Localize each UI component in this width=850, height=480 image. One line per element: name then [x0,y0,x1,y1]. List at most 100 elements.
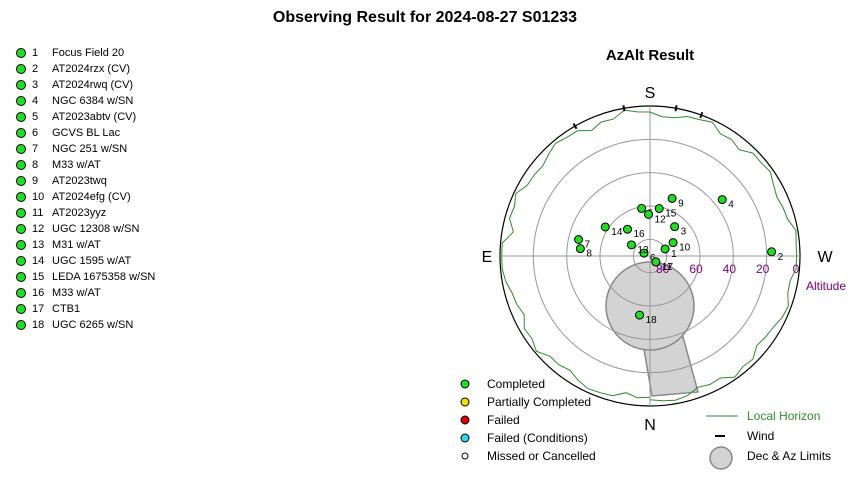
chart-title: AzAlt Result [606,47,694,64]
direction-label-top: S [645,85,656,102]
target-point [651,257,661,267]
target-list: 1 Focus Field 20 2 AT2024rzx (CV) 3 AT2024rwq… [16,45,155,333]
target-name: M33 w/AT [52,159,101,171]
target-point-label: 10 [679,243,691,254]
status-dot-icon [16,128,26,138]
target-number: 1 [32,47,39,59]
target-name: CTB1 [52,303,81,315]
target-name: GCVS BL Lac [52,127,121,139]
legend-swatch-icon [460,433,470,443]
limits-swatch-icon [709,446,733,470]
status-dot-icon [16,112,26,122]
target-list-item: 2 AT2024rzx (CV) [16,61,155,77]
target-point [644,209,654,219]
target-point-label: 12 [655,214,667,225]
status-dot-icon [16,224,26,234]
altitude-tick-label: 40 [723,262,737,276]
target-name: AT2024rwq (CV) [52,79,134,91]
status-dot-icon [16,208,26,218]
target-point-label: 1 [671,249,677,260]
target-number: 5 [32,111,39,123]
target-name: Focus Field 20 [52,47,125,59]
target-point [717,195,727,205]
target-name: UGC 12308 w/SN [52,223,140,235]
wind-tick [699,111,704,119]
target-name: M31 w/AT [52,239,101,251]
target-point-label: 17 [662,262,674,273]
target-number: 11 [32,207,44,219]
target-list-item: 12 UGC 12308 w/SN [16,221,155,237]
target-name: NGC 6384 w/SN [52,95,134,107]
target-number: 12 [32,223,45,235]
target-name: M33 w/AT [52,287,101,299]
target-list-item: 5 AT2023abtv (CV) [16,109,155,125]
status-dot-icon [16,240,26,250]
target-number: 10 [32,191,45,203]
target-name: AT2023twq [52,175,107,187]
target-number: 6 [32,127,39,139]
altitude-tick-label: 0 [793,262,800,276]
legend-swatch-icon [460,397,470,407]
target-number: 15 [32,271,45,283]
altitude-tick-label: 20 [756,262,770,276]
target-point-label: 11 [662,262,673,273]
target-point-label: 16 [634,229,646,240]
status-dot-icon [16,80,26,90]
target-point-label: 3 [681,227,687,238]
target-list-item: 14 UGC 1595 w/AT [16,253,155,269]
legend-swatch-icon [461,452,469,460]
target-list-item: 11 AT2023yyz [16,205,155,221]
target-point [670,222,680,232]
page-title: Observing Result for 2024-08-27 S01233 [272,9,578,26]
wind-tick [674,105,678,112]
status-dot-icon [16,304,26,314]
status-dot-icon [16,144,26,154]
target-point [635,310,645,320]
target-list-item: 1 Focus Field 20 [16,45,155,61]
target-point-label: 13 [637,245,649,256]
target-list-item: 3 AT2024rwq (CV) [16,77,155,93]
target-number: 14 [32,255,45,267]
target-point-label: 8 [586,249,592,260]
target-point [639,248,649,258]
target-number: 8 [32,159,39,171]
target-point [660,244,670,254]
target-name: AT2024rzx (CV) [52,63,131,75]
target-name: UGC 1595 w/AT [52,255,132,267]
target-name: NGC 251 w/SN [52,143,128,155]
status-dot-icon [16,96,26,106]
target-list-item: 6 GCVS BL Lac [16,125,155,141]
target-point-label: 4 [728,200,734,211]
target-point [668,238,678,248]
target-list-item: 16 M33 w/AT [16,285,155,301]
target-point-label: 15 [665,209,677,220]
altitude-tick-label: 80 [656,262,670,276]
target-point [623,224,633,234]
dec-az-limits [605,261,699,397]
target-name: AT2023yyz [52,207,107,219]
altitude-axis-label: Altitude [806,279,846,293]
target-list-item: 18 UGC 6265 w/SN [16,317,155,333]
legend-label: Completed [487,377,545,391]
local-horizon-line [501,109,798,402]
target-list-item: 4 NGC 6384 w/SN [16,93,155,109]
target-points: 123456789101112131415161718 [574,193,784,326]
target-point [574,235,584,245]
status-dot-icon [16,192,26,202]
status-dot-icon [16,288,26,298]
legend-swatch-icon [460,379,470,389]
target-list-item: 8 M33 w/AT [16,157,155,173]
target-point-label: 18 [646,315,658,326]
legend-label: Failed (Conditions) [487,431,588,445]
chart-legend: Completed Partially Completed Failed Failed… [460,377,831,470]
legend-swatch-icon [460,415,470,425]
direction-label-right: W [817,249,833,266]
target-point [767,247,777,257]
target-list-item: 10 AT2024efg (CV) [16,189,155,205]
target-point-label: 2 [778,252,784,263]
status-dot-icon [16,48,26,58]
legend-label: Wind [747,429,774,443]
target-point-label: 14 [611,227,623,238]
target-list-item: 17 CTB1 [16,301,155,317]
